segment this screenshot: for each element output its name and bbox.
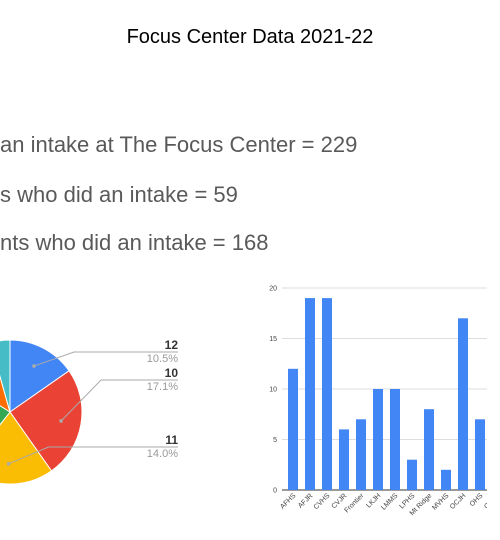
pie-slice-percent: 14.0% [147,448,178,460]
bar [288,368,298,490]
y-tick-label: 0 [273,488,277,495]
y-tick-label: 5 [273,437,277,444]
bar [373,389,383,490]
x-tick-label: CVHS [313,492,332,511]
pie-label-leader [60,379,178,422]
x-tick-label: MVHS [431,492,450,511]
y-tick-label: 10 [269,387,277,394]
y-tick-label: 20 [269,286,277,293]
x-tick-label: OJHS [483,492,487,510]
bar [424,409,434,490]
pie-label-leader [8,446,178,465]
x-tick-label: OCJH [449,492,467,510]
x-tick-label: AFJR [297,492,314,509]
bar [356,419,366,490]
x-tick-label: LMMS [380,492,399,511]
pie-label-dot [59,419,63,423]
bar [441,469,451,490]
pie-slice-percent: 17.1% [147,381,178,393]
page-title: Focus Center Data 2021-22 [126,26,374,48]
bar [475,419,485,490]
stat-total-intakes: an intake at The Focus Center = 229 [0,132,358,157]
pie-slice-label: 10 [165,366,179,380]
pie-slice [0,339,11,413]
pie-slice-label: 11 [165,433,178,447]
stat-intakes-group-a: s who did an intake = 59 [0,182,238,207]
pie-slice-label: 12 [165,338,179,352]
pie-slice [0,411,53,485]
pie-slice [9,370,83,472]
bar [458,318,468,490]
bar [305,298,315,490]
stat-intakes-group-b: nts who did an intake = 168 [0,230,269,255]
x-tick-label: AFHS [279,492,297,510]
bar [390,389,400,490]
pie-slice-percent: 10.5% [147,353,178,365]
pie-label-dot [32,364,36,368]
bar [407,459,417,490]
pie-label-leader [33,351,178,367]
x-tick-label: Frontier [343,492,365,514]
bar [322,298,332,490]
bar [339,429,349,490]
pie-label-dot [6,462,11,466]
pie-slice [9,339,70,413]
y-tick-label: 15 [269,336,277,343]
